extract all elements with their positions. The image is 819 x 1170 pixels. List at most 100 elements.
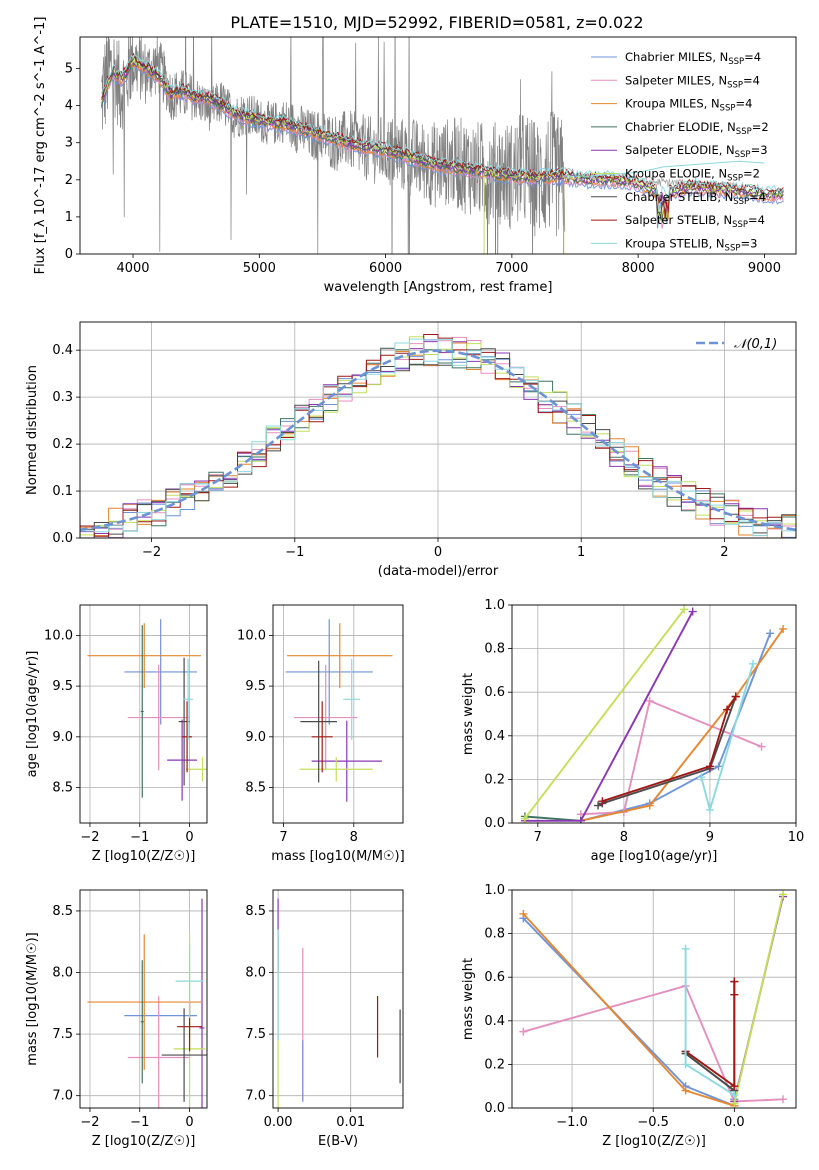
y-tick-label: 8.0 [245, 966, 266, 981]
y-tick-label: 1.0 [484, 598, 505, 613]
errorbar-point [127, 664, 190, 771]
errorbar-point [285, 619, 373, 725]
y-axis-label: mass weight [461, 958, 476, 1040]
y-tick-label: 4 [65, 99, 73, 114]
x-axis-label: (data-model)/error [378, 564, 499, 579]
x-tick-label: −0.5 [637, 1115, 669, 1130]
x-tick-label: 8 [350, 830, 358, 845]
errorbar-point [300, 660, 337, 783]
x-tick-label: 9 [706, 830, 714, 845]
ebv-vs-mass-plot-area [277, 898, 401, 1108]
mass-weight-line [733, 894, 784, 1104]
plus-marker [779, 624, 788, 633]
y-tick-label: 8.5 [52, 904, 73, 919]
z-vs-massweight-plot-area [519, 890, 788, 1108]
age-vs-massweight-panel: 7 8 9 10 0.0 0.2 0.4 0.6 0.8 1.0 age [log10(age/yr… [461, 598, 804, 864]
y-tick-label: 0.6 [484, 970, 505, 985]
mass-weight-line [523, 984, 784, 1103]
errorbar-point [124, 619, 198, 725]
y-axis-label: mass weight [461, 673, 476, 755]
legend-label: Salpeter STELIB, NSSP=4 [625, 213, 765, 230]
x-tick-label: 5000 [243, 261, 276, 276]
axes-frame [79, 321, 797, 539]
errorbar-point [140, 625, 144, 798]
spectrum-panel: 4000 5000 6000 7000 8000 9000 0 1 2 3 4 5 wavelength… [33, 17, 797, 295]
x-tick-label: −2 [80, 830, 99, 845]
y-tick-label: 0.3 [52, 390, 73, 405]
y-tick-label: 0.4 [484, 1014, 505, 1029]
y-tick-label: 0.6 [484, 685, 505, 700]
y-tick-label: 1.0 [484, 883, 505, 898]
y-tick-label: 8.5 [245, 904, 266, 919]
plus-marker [519, 1027, 528, 1036]
y-tick-label: 10.0 [237, 628, 266, 643]
x-axis-label: E(B-V) [318, 1134, 358, 1149]
y-axis-label: age [log10(age/yr)] [25, 651, 40, 778]
y-tick-label: 9.0 [245, 730, 266, 745]
errorbar-point [87, 623, 202, 689]
y-tick-label: 0.4 [52, 343, 73, 358]
x-tick-label: −1 [130, 830, 149, 845]
plus-marker [714, 762, 723, 771]
errorbar-point [140, 960, 144, 1084]
mass-vs-age-plot-area [285, 619, 393, 802]
residuals-plot-area [80, 334, 796, 538]
plus-marker [598, 797, 607, 806]
x-tick-label: −2 [142, 545, 161, 560]
y-tick-label: 0 [65, 247, 73, 262]
plus-marker [730, 990, 739, 999]
errorbar-point [287, 623, 393, 689]
errorbar-point [199, 898, 205, 1108]
x-tick-label: 0 [185, 1115, 193, 1130]
y-tick-label: 7.0 [245, 1089, 266, 1104]
errorbar-point [167, 719, 198, 801]
errorbar-point [186, 757, 207, 782]
y-tick-label: 3 [65, 136, 73, 151]
plus-marker [757, 742, 766, 751]
plus-marker [697, 773, 706, 782]
legend-label: 𝒩(0,1) [734, 337, 777, 352]
plus-marker [519, 909, 528, 918]
figure-title: PLATE=1510, MJD=52992, FIBERID=0581, z=0… [230, 13, 643, 32]
mass-weight-line [524, 608, 685, 820]
axes-frame [272, 889, 404, 1109]
y-tick-label: 0.2 [52, 437, 73, 452]
errorbar-point [299, 757, 373, 782]
plus-marker [681, 1060, 690, 1069]
z-vs-mass-panel: −2 −1 0 7.0 7.5 8.0 8.5 Z [log10(Z/Z☉)] mass [lo… [25, 889, 208, 1149]
plus-marker [730, 1090, 739, 1099]
y-tick-label: 8.5 [52, 781, 73, 796]
x-tick-label: 9000 [748, 261, 781, 276]
plus-marker [705, 762, 714, 771]
axes-frame [79, 604, 208, 824]
mass-vs-age-panel: 7 8 8.5 9.0 9.5 10.0 mass [log10(M/M☉)] [237, 604, 405, 864]
x-tick-label: 8 [620, 830, 628, 845]
x-axis-label: Z [log10(Z/Z☉)] [602, 1134, 706, 1149]
age-vs-massweight-plot-area [520, 605, 788, 823]
y-tick-label: 0.8 [484, 927, 505, 942]
normal-reference-curve [80, 349, 796, 532]
plus-marker [705, 805, 714, 814]
y-tick-label: 0.2 [484, 772, 505, 787]
plus-marker [730, 1099, 739, 1108]
y-tick-label: 9.5 [245, 679, 266, 694]
x-tick-label: 6000 [369, 261, 402, 276]
errorbar-point [311, 701, 333, 773]
plus-marker [681, 944, 690, 953]
kroupa-stelib-red-line [562, 160, 765, 177]
y-tick-label: 0.1 [52, 484, 73, 499]
plus-marker [520, 814, 529, 823]
legend-label: Chabrier ELODIE, NSSP=2 [625, 120, 769, 137]
x-tick-label: 7 [534, 830, 542, 845]
plus-marker [594, 801, 603, 810]
z-vs-age-panel: −2 −1 0 8.5 9.0 9.5 10.0 Z [log10(Z/Z☉)] age [lo… [25, 604, 208, 864]
x-tick-label: 0.0 [724, 1115, 745, 1130]
x-axis-label: wavelength [Angstrom, rest frame] [324, 280, 553, 295]
x-tick-label: −1 [130, 1115, 149, 1130]
x-axis-label: Z [log10(Z/Z☉)] [92, 1134, 196, 1149]
mass-weight-line [580, 628, 784, 822]
y-tick-label: 8.0 [52, 966, 73, 981]
y-tick-label: 9.0 [52, 730, 73, 745]
x-tick-label: −1 [285, 545, 304, 560]
plus-marker [645, 801, 654, 810]
